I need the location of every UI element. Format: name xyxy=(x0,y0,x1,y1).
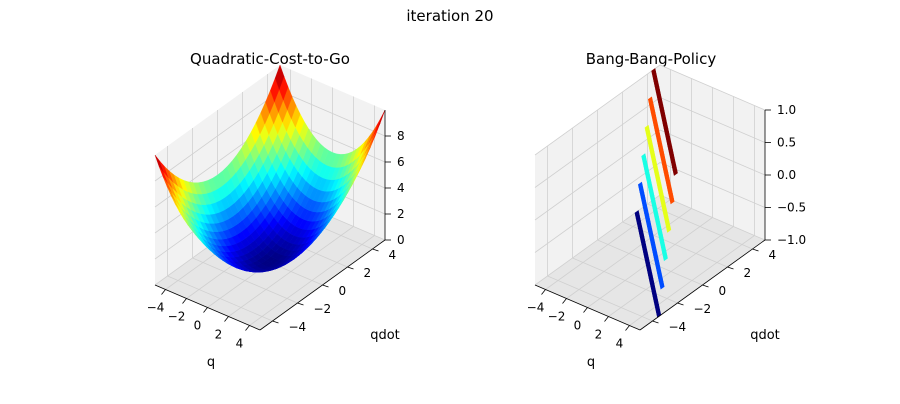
cost-to-go-y-tick-label: 2 xyxy=(364,266,372,280)
bang-bang-x-tick xyxy=(605,317,609,322)
bang-bang-xlabel: q xyxy=(587,355,595,370)
cost-to-go-x-tick-label: 0 xyxy=(194,319,202,333)
cost-to-go-x-tick-label: 4 xyxy=(236,337,244,351)
cost-to-go-x-tick xyxy=(204,308,208,313)
cost-to-go-title: Quadratic-Cost-to-Go xyxy=(190,50,350,68)
bang-bang-z-tick-label: 0.0 xyxy=(777,168,796,182)
cost-to-go-x-tick-label: −4 xyxy=(147,301,165,315)
bang-bang-z-tick-label: 0.5 xyxy=(777,136,796,150)
bang-bang-y-tick-label: 2 xyxy=(744,266,752,280)
cost-to-go-x-tick xyxy=(225,317,229,322)
bang-bang-x-tick xyxy=(626,326,630,331)
bang-bang-z-tick-label: −1.0 xyxy=(777,233,806,247)
bang-bang-x-tick-label: −4 xyxy=(527,301,545,315)
bang-bang-y-tick xyxy=(678,303,684,305)
bang-bang-x-tick-label: −2 xyxy=(548,310,566,324)
cost-to-go-x-tick xyxy=(162,290,166,295)
bang-bang-plot: Bang-Bang-Policy −4−2024−4−2024−1.0−0.50… xyxy=(527,50,806,370)
cost-to-go-x-tick xyxy=(246,326,250,331)
bang-bang-x-tick-label: 2 xyxy=(595,328,603,342)
bang-bang-y-tick-label: −4 xyxy=(669,320,687,334)
bang-bang-z-tick-label: 1.0 xyxy=(777,103,796,117)
bang-bang-ylabel: qdot xyxy=(750,328,780,343)
bang-bang-x-tick xyxy=(542,290,546,295)
bang-bang-y-tick-label: −2 xyxy=(694,302,712,316)
cost-to-go-y-tick-label: −2 xyxy=(314,302,332,316)
cost-to-go-x-tick-label: −2 xyxy=(168,310,186,324)
bang-bang-y-tick xyxy=(703,285,709,287)
bang-bang-y-tick xyxy=(753,249,759,251)
bang-bang-z-tick-label: −0.5 xyxy=(777,201,806,215)
cost-to-go-z-tick-label: 2 xyxy=(397,207,405,221)
cost-to-go-y-tick xyxy=(348,267,354,269)
cost-to-go-y-tick xyxy=(323,285,329,287)
cost-to-go-y-tick-label: 4 xyxy=(389,248,397,262)
bang-bang-y-tick-label: 4 xyxy=(769,248,777,262)
cost-to-go-y-tick xyxy=(273,321,279,323)
bang-bang-title: Bang-Bang-Policy xyxy=(586,50,717,68)
cost-to-go-x-tick-label: 2 xyxy=(215,328,223,342)
cost-to-go-ylabel: qdot xyxy=(370,328,400,343)
bang-bang-y-tick-label: 0 xyxy=(719,284,727,298)
bang-bang-y-tick xyxy=(728,267,734,269)
bang-bang-x-tick xyxy=(584,308,588,313)
bang-bang-x-tick-label: 0 xyxy=(574,319,582,333)
cost-to-go-y-tick-label: 0 xyxy=(339,284,347,298)
cost-to-go-z-tick-label: 8 xyxy=(397,129,405,143)
cost-to-go-y-tick-label: −4 xyxy=(289,320,307,334)
cost-to-go-x-tick xyxy=(183,299,187,304)
cost-to-go-z-tick-label: 0 xyxy=(397,233,405,247)
bang-bang-x-tick xyxy=(563,299,567,304)
cost-to-go-y-tick xyxy=(373,249,379,251)
cost-to-go-z-tick-label: 4 xyxy=(397,181,405,195)
figure-suptitle: iteration 20 xyxy=(406,7,493,25)
cost-to-go-plot: Quadratic-Cost-to-Go −4−2024−4−202402468… xyxy=(147,50,405,370)
cost-to-go-z-tick-label: 6 xyxy=(397,155,405,169)
cost-to-go-xlabel: q xyxy=(207,355,215,370)
cost-to-go-y-tick xyxy=(298,303,304,305)
bang-bang-x-tick-label: 4 xyxy=(616,337,624,351)
bang-bang-y-tick xyxy=(653,321,659,323)
